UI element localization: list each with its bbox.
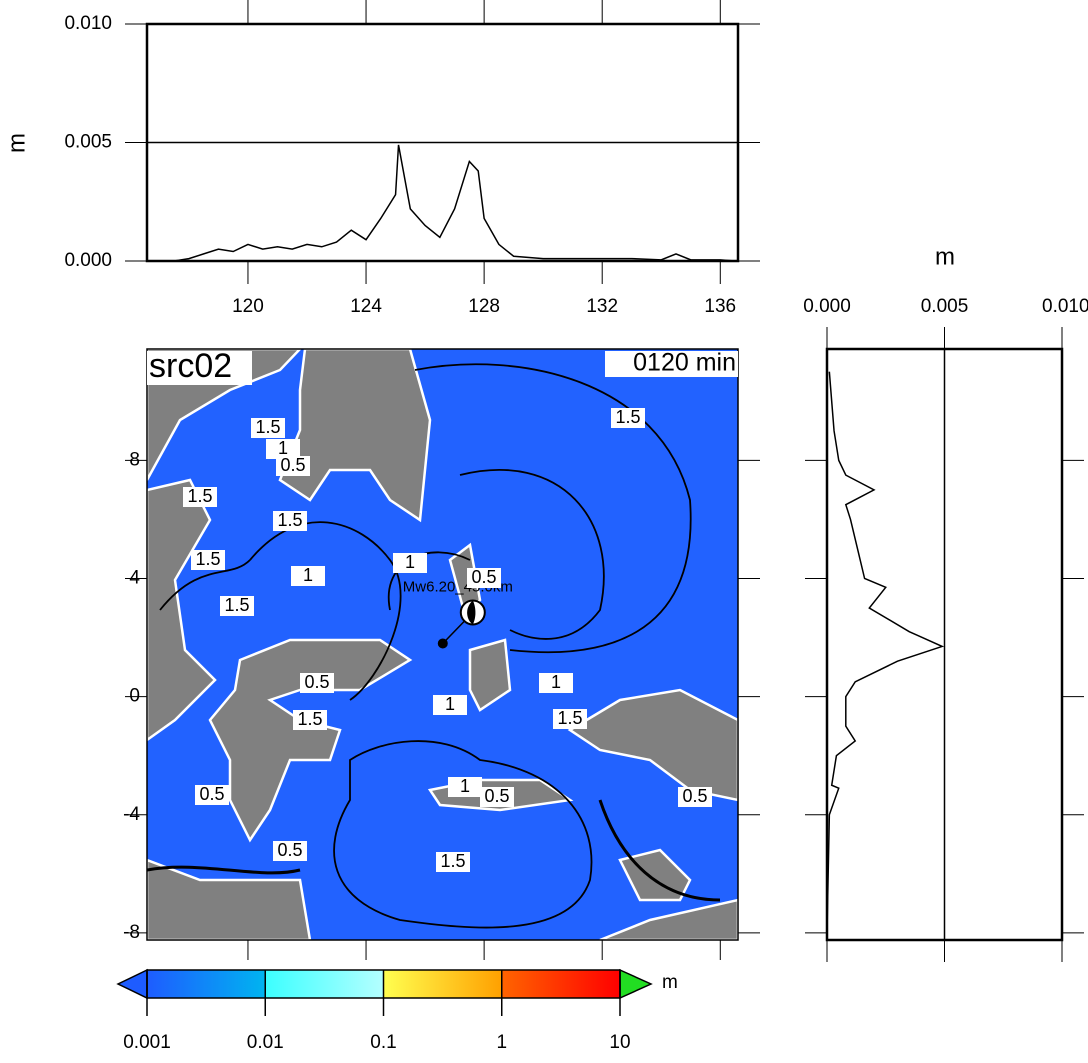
contour-label-box: [220, 596, 254, 616]
x-tick-label: 132: [586, 296, 618, 317]
contour-label: 0.5: [304, 672, 329, 692]
land: [147, 349, 738, 940]
contour-label: 0.5: [484, 786, 509, 806]
colorbar-segment: [265, 970, 384, 998]
profile-line: [159, 144, 736, 262]
over-triangle: [619, 968, 653, 1000]
colorbar-segment: [147, 970, 266, 998]
x-tick-label: 128: [468, 296, 500, 317]
contour-label: 1.5: [440, 851, 465, 871]
top-ylabel: m: [3, 133, 30, 153]
contour-label-box: [300, 673, 334, 693]
x-tick-label: 0.000: [803, 296, 851, 317]
title-box: [147, 351, 252, 385]
contour-label: 0.5: [682, 786, 707, 806]
contour-label-box: [266, 439, 300, 459]
colorbar-tick-label: 0.01: [247, 1032, 284, 1053]
y-tick-label: 0.005: [64, 132, 112, 153]
contour-label: 0.5: [280, 455, 305, 475]
contour-label: 0.5: [199, 784, 224, 804]
contour-label-box: [467, 568, 501, 588]
contour-label-box: [611, 408, 645, 428]
contour-label-box: [273, 511, 307, 531]
contour-label-box: [183, 487, 217, 507]
colorbar-segment: [501, 970, 620, 998]
x-tick-label: 0.010: [1042, 296, 1088, 317]
x-tick-label: 0.005: [921, 296, 969, 317]
contour-label-box: [273, 841, 307, 861]
contour-label-box: [195, 785, 229, 805]
contour-label: 1.5: [615, 407, 640, 427]
contour-label: 1.5: [297, 709, 322, 729]
contour-label-box: [436, 852, 470, 872]
colorbar-segment: [383, 970, 502, 998]
y-tick-label: 0.010: [64, 13, 112, 34]
contour-label-box: [433, 695, 467, 715]
colorbar-tick-label: 10: [609, 1032, 630, 1053]
contour-label-box: [251, 418, 285, 438]
colorbar-unit: m: [662, 972, 678, 993]
contour-label: 1.5: [255, 417, 280, 437]
time-label: 0120 min: [633, 349, 736, 377]
colorbar-tick-label: 0.1: [370, 1032, 396, 1053]
contour-label-box: [191, 550, 225, 570]
contour-label: 1: [445, 694, 455, 714]
contour-label: 1: [460, 776, 470, 796]
contour-label: 1.5: [195, 549, 220, 569]
contour-label-box: [448, 777, 482, 797]
contour-label: 1.5: [557, 708, 582, 728]
contour-label-box: [293, 710, 327, 730]
x-tick-label: 136: [704, 296, 736, 317]
contour-label: 1.5: [187, 486, 212, 506]
beachball: [459, 599, 486, 626]
profile-line: [826, 371, 945, 933]
contour-label: 1: [551, 672, 561, 692]
contour-label: 0.5: [277, 840, 302, 860]
map-frame: [146, 348, 739, 941]
contour-label-box: [480, 787, 514, 807]
x-tick-label: 120: [232, 296, 264, 317]
contour-label-box: [393, 553, 427, 573]
contour-label: 1: [303, 565, 313, 585]
contour-label-box: [276, 456, 310, 476]
right-xlabel: m: [935, 243, 955, 270]
contour-label-box: [291, 566, 325, 586]
contour-label: 0.5: [471, 567, 496, 587]
under-triangle: [116, 968, 148, 1000]
contour-label: 1: [278, 438, 288, 458]
contour-label-box: [539, 673, 573, 693]
contour-label: 1.5: [224, 595, 249, 615]
map-title: src02: [149, 347, 232, 385]
colorbar-tick-label: 0.001: [123, 1032, 171, 1053]
colorbar-tick-label: 1: [496, 1032, 507, 1053]
x-tick-label: 124: [350, 296, 382, 317]
contour-label-box: [553, 709, 587, 729]
contour-label: 1.5: [277, 510, 302, 530]
contour-label-box: [678, 787, 712, 807]
y-tick-label: 0.000: [64, 250, 112, 271]
contour-label: 1: [405, 552, 415, 572]
map: [147, 349, 738, 940]
time-box: [605, 351, 738, 377]
